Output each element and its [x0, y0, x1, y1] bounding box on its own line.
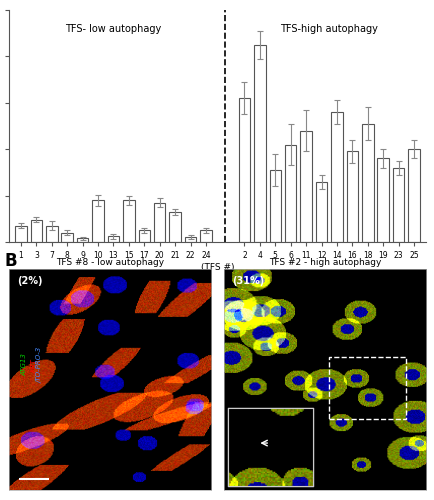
Text: B: B	[4, 252, 17, 270]
Bar	[92, 200, 104, 242]
Text: (2%): (2%)	[17, 276, 42, 285]
Text: KRT: KRT	[31, 358, 37, 372]
Bar	[377, 158, 388, 242]
X-axis label: (TFS #): (TFS #)	[200, 262, 234, 272]
Text: TFS- low autophagy: TFS- low autophagy	[65, 24, 161, 34]
Bar	[123, 200, 135, 242]
Bar	[392, 168, 404, 242]
Bar	[154, 202, 165, 242]
Bar	[46, 226, 57, 242]
Text: TFS-high autophagy: TFS-high autophagy	[279, 24, 377, 34]
Bar	[30, 220, 42, 242]
Bar	[346, 152, 357, 242]
Text: /TO-PRO-3: /TO-PRO-3	[36, 347, 43, 383]
Bar	[284, 144, 296, 242]
Bar	[315, 182, 326, 242]
Text: /: /	[26, 364, 33, 366]
Bar	[328, 358, 405, 420]
Bar	[15, 226, 27, 242]
Bar	[77, 238, 88, 242]
Bar	[61, 232, 73, 242]
Text: ATG13: ATG13	[21, 354, 27, 376]
Bar	[238, 98, 250, 242]
Bar	[253, 45, 265, 242]
Bar	[138, 230, 150, 242]
Bar	[330, 112, 342, 242]
Title: TFS #8 - low autophagy: TFS #8 - low autophagy	[56, 258, 164, 267]
Bar	[269, 170, 280, 242]
Bar	[200, 230, 211, 242]
Bar	[184, 238, 196, 242]
Bar	[169, 212, 181, 242]
Bar	[407, 149, 419, 242]
Bar	[299, 130, 311, 242]
Bar	[227, 408, 312, 486]
Y-axis label: ATG13/KRT/TO-PRO-3: ATG13/KRT/TO-PRO-3	[0, 338, 4, 420]
Text: (31%): (31%)	[231, 276, 263, 285]
Bar	[361, 124, 373, 242]
Title: TFS #2 - high autophagy: TFS #2 - high autophagy	[268, 258, 380, 267]
Bar	[108, 236, 119, 242]
